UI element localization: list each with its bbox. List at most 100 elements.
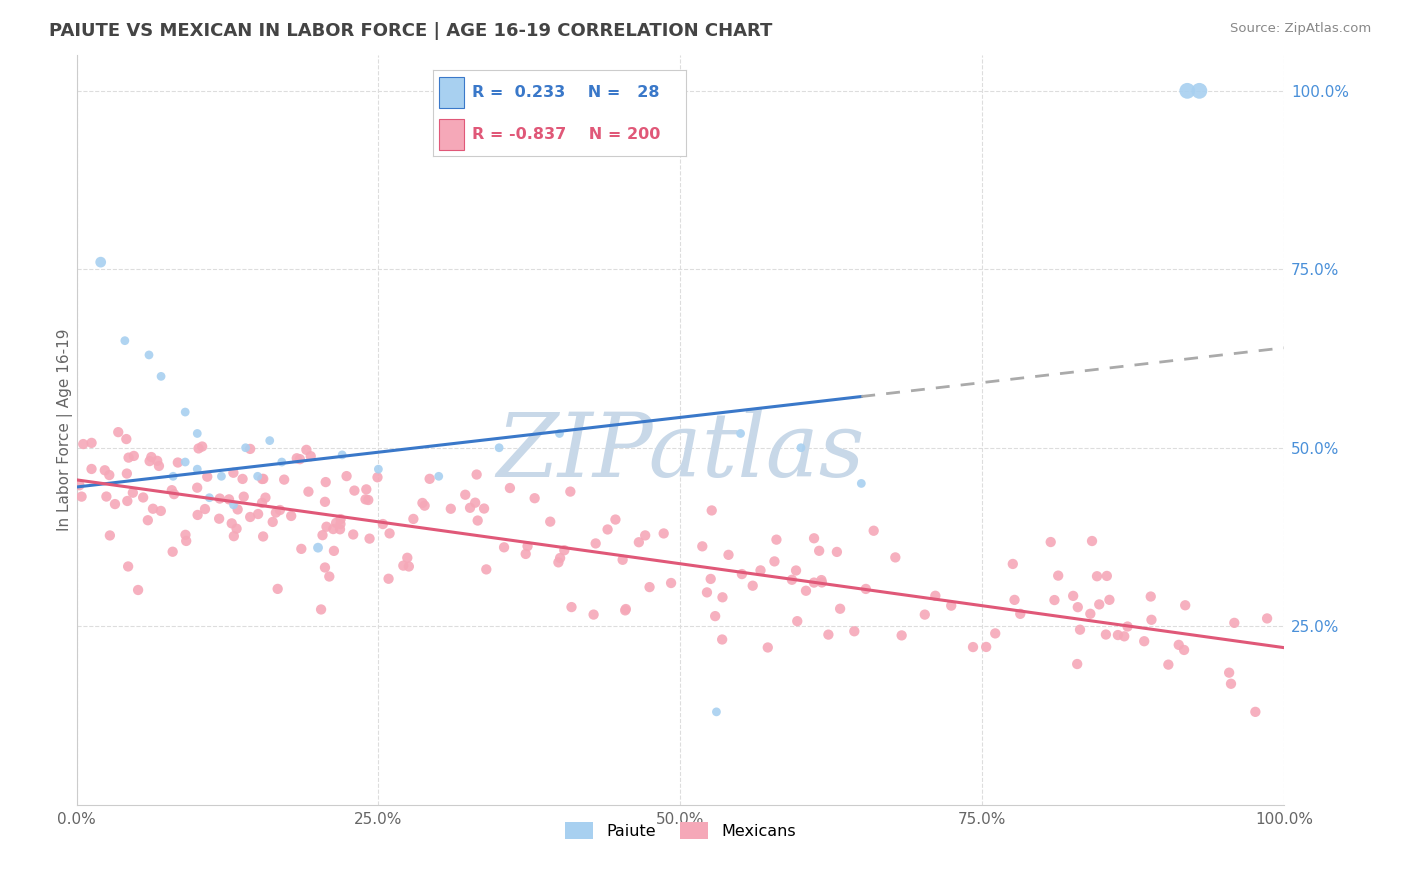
Point xyxy=(731,567,754,582)
Text: ZIPatlas: ZIPatlas xyxy=(496,409,865,496)
Point xyxy=(235,441,257,455)
Point xyxy=(700,503,723,517)
Point xyxy=(264,506,287,520)
Point xyxy=(297,484,319,499)
Point xyxy=(467,514,489,528)
Point xyxy=(844,624,866,639)
Point xyxy=(1066,657,1088,671)
Point xyxy=(209,469,232,483)
Point xyxy=(1140,613,1163,627)
Point xyxy=(464,496,486,510)
Point xyxy=(1004,593,1026,607)
Point xyxy=(914,607,936,622)
Point xyxy=(765,533,787,547)
Point xyxy=(195,469,218,483)
Point xyxy=(288,452,311,467)
Point xyxy=(366,470,388,484)
Point xyxy=(419,472,441,486)
Point xyxy=(194,502,217,516)
Point xyxy=(325,516,347,530)
Point xyxy=(704,609,727,624)
Point xyxy=(198,491,221,505)
Point xyxy=(132,491,155,505)
Point xyxy=(548,551,571,566)
Point xyxy=(851,476,873,491)
Point xyxy=(262,515,284,529)
Point xyxy=(634,528,657,542)
Point xyxy=(1173,643,1195,657)
Point xyxy=(295,442,318,457)
Point xyxy=(1067,600,1090,615)
Point xyxy=(690,539,713,553)
Point xyxy=(96,490,118,504)
Point xyxy=(191,440,214,454)
Point xyxy=(117,559,139,574)
Point xyxy=(239,442,262,456)
Point xyxy=(252,529,274,543)
Point xyxy=(246,469,269,483)
Point xyxy=(811,575,834,590)
Point xyxy=(225,522,247,536)
Point xyxy=(80,436,103,450)
Point xyxy=(80,462,103,476)
Point xyxy=(323,544,346,558)
Point xyxy=(174,405,197,419)
Point xyxy=(98,528,121,542)
Point xyxy=(141,450,163,464)
Point xyxy=(162,545,184,559)
Point xyxy=(516,539,538,553)
Point xyxy=(208,512,231,526)
Point xyxy=(810,573,832,587)
Point xyxy=(1085,569,1108,583)
Point xyxy=(756,640,779,655)
Point xyxy=(107,425,129,439)
Point xyxy=(254,491,277,505)
Point xyxy=(1088,598,1111,612)
Point xyxy=(142,501,165,516)
Point xyxy=(269,503,291,517)
Point xyxy=(548,426,571,441)
Point xyxy=(94,463,117,477)
Point xyxy=(465,467,488,482)
Point xyxy=(427,469,450,483)
Point xyxy=(148,458,170,473)
Point xyxy=(499,481,522,495)
Point xyxy=(138,348,160,362)
Point xyxy=(115,432,138,446)
Point xyxy=(1174,599,1197,613)
Point xyxy=(638,580,661,594)
Point xyxy=(1167,638,1189,652)
Point xyxy=(247,507,270,521)
Point xyxy=(780,573,803,587)
Point xyxy=(354,492,377,507)
Point xyxy=(785,564,807,578)
Point xyxy=(808,543,831,558)
Point xyxy=(318,569,340,583)
Point xyxy=(115,467,138,481)
Point xyxy=(884,550,907,565)
Point xyxy=(187,442,209,456)
Point xyxy=(162,469,184,483)
Point xyxy=(280,508,302,523)
Legend: Paiute, Mexicans: Paiute, Mexicans xyxy=(558,816,803,846)
Point xyxy=(218,492,240,507)
Point xyxy=(855,582,877,596)
Point xyxy=(585,536,607,550)
Point xyxy=(121,485,143,500)
Point xyxy=(138,454,160,468)
Point xyxy=(763,554,786,568)
Point xyxy=(290,541,312,556)
Point xyxy=(122,449,145,463)
Point xyxy=(454,488,477,502)
Point xyxy=(335,469,357,483)
Point xyxy=(270,455,292,469)
Point xyxy=(817,627,839,641)
Point xyxy=(1062,589,1084,603)
Point xyxy=(208,491,231,506)
Point xyxy=(1081,534,1104,549)
Point xyxy=(803,531,825,545)
Point xyxy=(696,585,718,599)
Point xyxy=(367,462,389,476)
Point xyxy=(1043,593,1066,607)
Point xyxy=(494,541,516,555)
